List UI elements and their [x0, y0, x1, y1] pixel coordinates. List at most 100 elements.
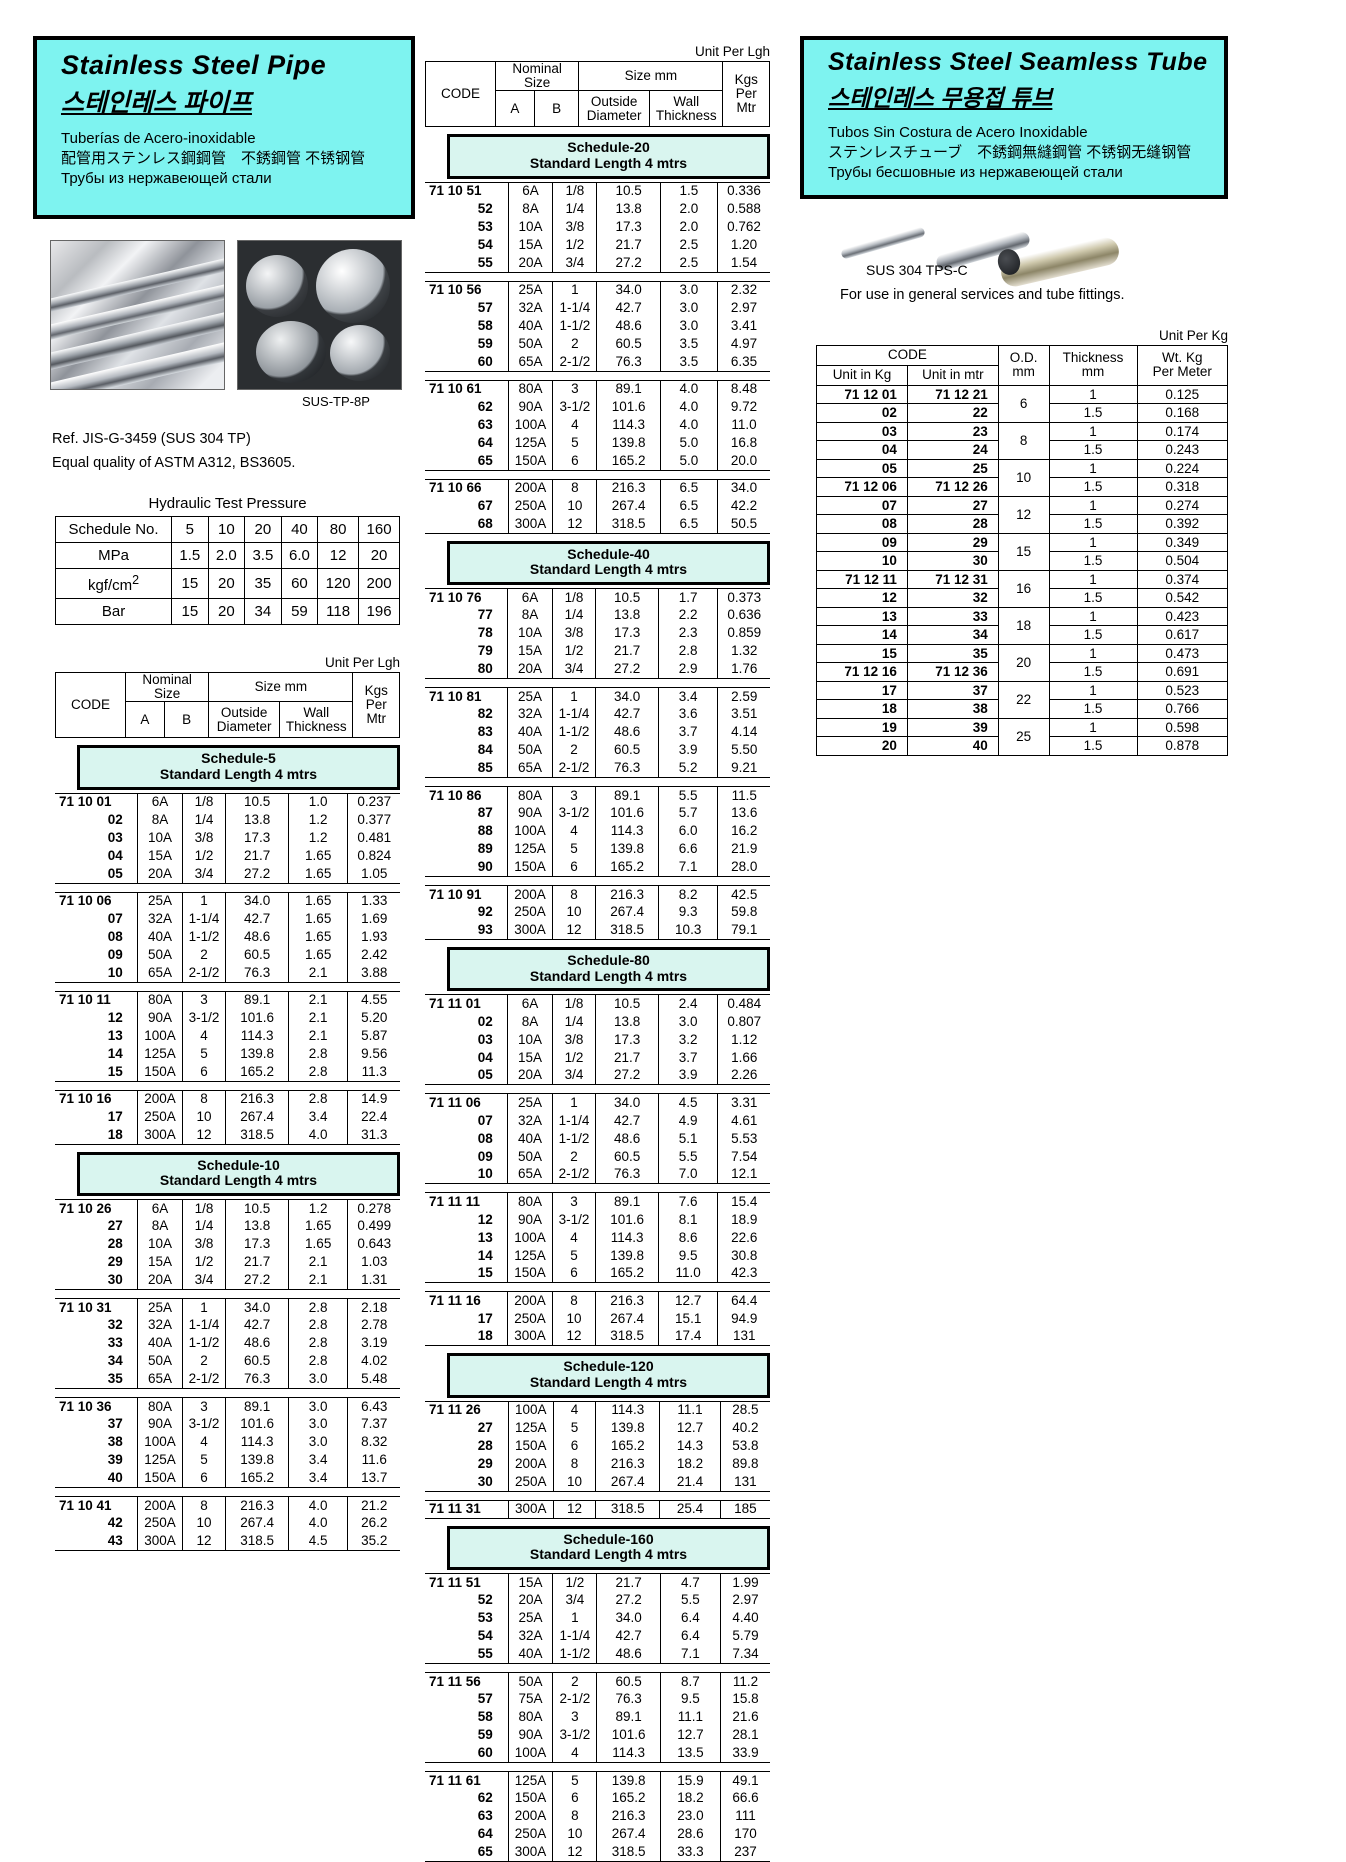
table-row: 71 11 26 100A 4 114.3 11.1 28.5 [425, 1400, 770, 1420]
tube-code-unit-in-mtr: 28 [906, 514, 999, 534]
center-pipe-table-block: Unit Per Lgh CODE Nominal Size Size mm K… [425, 44, 770, 1862]
table-row: 58 40A 1-1/2 48.6 3.0 3.41 [425, 317, 770, 336]
tube-code-unit-in-mtr: 34 [906, 625, 999, 645]
kgs-per-mtr-cell: 42.5 [717, 885, 770, 904]
code-cell: 42 [55, 1514, 139, 1533]
wall-thickness-cell: 2.1 [287, 1027, 349, 1046]
kgs-per-mtr-cell: 1.93 [347, 928, 400, 947]
group-spacer [55, 1389, 400, 1398]
nominal-b-cell: 12 [551, 1327, 597, 1347]
group-spacer-cell [55, 1290, 400, 1299]
kgs-per-mtr-cell: 49.1 [720, 1771, 770, 1790]
outside-diameter-cell: 114.3 [595, 1400, 661, 1420]
nominal-b-cell: 6 [552, 1437, 597, 1456]
nominal-a-cell: 65A [137, 1370, 183, 1390]
nominal-b-cell: 1-1/2 [552, 1645, 598, 1665]
table-row: 71 11 61 125A 5 139.8 15.9 49.1 [425, 1771, 770, 1790]
code-cell: 71 10 11 [55, 990, 139, 1010]
right-banner-sub-es: Tubos Sin Costura de Acero Inoxidable [828, 124, 1088, 141]
wall-thickness-cell: 28.6 [659, 1825, 722, 1844]
table-row: 14 125A 5 139.8 2.8 9.56 [55, 1045, 400, 1064]
kgs-per-mtr-cell: 42.2 [717, 497, 770, 516]
table-row: 18 300A 12 318.5 4.0 31.3 [55, 1126, 400, 1145]
nominal-a-cell: 200A [507, 1455, 554, 1474]
kgs-per-mtr-cell: 15.8 [720, 1690, 770, 1709]
outside-diameter-cell: 60.5 [596, 335, 661, 354]
nominal-b-cell: 2-1/2 [181, 1370, 227, 1390]
kgs-per-mtr-cell: 3.88 [347, 964, 400, 983]
tube-code-unit-in-kg: 17 [816, 680, 908, 701]
wall-thickness-cell: 2.2 [657, 606, 719, 625]
outside-diameter-cell: 17.3 [225, 1235, 289, 1254]
outside-diameter-cell: 101.6 [225, 1415, 289, 1434]
code-cell: 71 10 31 [55, 1298, 139, 1317]
table-row: 03 10A 3/8 17.3 1.2 0.481 [55, 829, 400, 848]
nominal-a-cell: 40A [507, 1645, 554, 1665]
tube-weight-per-meter: 0.318 [1136, 477, 1229, 497]
nominal-b-cell: 10 [552, 497, 598, 516]
kgs-per-mtr-cell: 1.69 [347, 910, 400, 929]
kgs-per-mtr-cell: 16.2 [717, 822, 770, 841]
wall-thickness-cell: 1.65 [287, 847, 349, 866]
kgs-per-mtr-cell: 11.3 [347, 1063, 400, 1082]
kgs-per-mtr-cell: 2.18 [347, 1298, 400, 1317]
code-cell: 71 10 81 [425, 687, 509, 706]
group-spacer-cell [425, 679, 770, 688]
nominal-a-cell: 75A [507, 1690, 554, 1709]
nominal-b-cell: 3-1/2 [551, 1210, 597, 1229]
kgs-per-mtr-cell: 13.7 [347, 1469, 400, 1489]
outside-diameter-cell: 76.3 [225, 1370, 289, 1390]
wall-thickness-cell: 6.4 [659, 1609, 722, 1628]
kgs-per-mtr-cell: 2.59 [717, 687, 770, 706]
code-cell: 71 11 56 [425, 1672, 509, 1691]
nominal-b-cell: 1/2 [551, 1048, 597, 1067]
nominal-a-cell: 40A [137, 928, 183, 947]
kgs-per-mtr-cell: 9.21 [717, 759, 770, 779]
nominal-b-cell: 1-1/2 [181, 1334, 227, 1353]
code-cell: 58 [425, 1708, 509, 1727]
right-banner-title-en: Stainless Steel Seamless Tube [828, 48, 1208, 76]
kgs-per-mtr-cell: 13.6 [717, 804, 770, 823]
wall-thickness-cell: 9.5 [659, 1690, 722, 1709]
outside-diameter-cell: 165.2 [596, 452, 661, 471]
wall-thickness-cell: 2.1 [287, 964, 349, 983]
schedule-title-bar: Schedule-20 Standard Length 4 mtrs [447, 134, 770, 179]
nominal-a-cell: 125A [137, 1451, 183, 1470]
code-cell: 14 [425, 1246, 509, 1265]
table-row: 71 10 86 80A 3 89.1 5.5 11.5 [425, 786, 770, 805]
table-row: 43 300A 12 318.5 4.5 35.2 [55, 1532, 400, 1552]
tube-header-unit-in-kg: Unit in Kg [816, 364, 908, 386]
table-row: 28 150A 6 165.2 14.3 53.8 [425, 1437, 770, 1456]
code-cell: 07 [55, 910, 139, 929]
right-banner-sub-cjk: ステンレスチューブ 不銹鋼無縫鋼管 不锈钢无缝钢管 [828, 143, 1192, 161]
code-cell: 02 [425, 1012, 509, 1031]
outside-diameter-cell: 42.7 [225, 910, 289, 929]
table-row: 65 150A 6 165.2 5.0 20.0 [425, 452, 770, 471]
wall-thickness-cell: 7.6 [657, 1192, 719, 1211]
nominal-b-cell: 1 [181, 891, 227, 911]
code-cell: 71 11 26 [425, 1400, 509, 1420]
code-cell: 55 [425, 1645, 509, 1665]
code-cell: 13 [55, 1027, 139, 1046]
wall-thickness-cell: 8.6 [657, 1228, 719, 1247]
tube-thickness: 1 [1048, 606, 1138, 627]
tube-outside-diameter: 15 [997, 532, 1050, 571]
group-spacer-cell [425, 877, 770, 886]
hydraulic-value: 59 [280, 598, 319, 625]
table-row: 18 38 1.5 0.766 [816, 699, 1229, 719]
tube-thickness: 1.5 [1048, 662, 1138, 682]
wall-thickness-cell: 6.0 [657, 822, 719, 841]
header-nominal-size: Nominal Size [124, 671, 210, 703]
tube-thickness: 1.5 [1048, 440, 1138, 460]
tube-code-unit-in-kg: 19 [816, 717, 908, 738]
kgs-per-mtr-cell: 185 [719, 1499, 770, 1519]
table-row: 34 50A 2 60.5 2.8 4.02 [55, 1352, 400, 1371]
group-spacer [425, 470, 770, 479]
table-row: 35 65A 2-1/2 76.3 3.0 5.48 [55, 1370, 400, 1390]
nominal-b-cell: 3/4 [552, 254, 598, 273]
code-cell: 43 [55, 1532, 139, 1552]
table-row: 93 300A 12 318.5 10.3 79.1 [425, 921, 770, 941]
pipe-photo-ends [237, 240, 402, 390]
schedule-name: Schedule-10 [197, 1156, 280, 1173]
table-row: 71 10 01 6A 1/8 10.5 1.0 0.237 [55, 792, 400, 812]
